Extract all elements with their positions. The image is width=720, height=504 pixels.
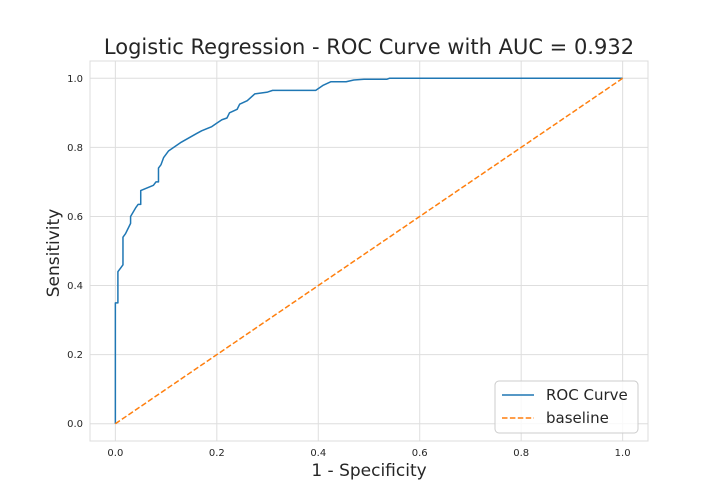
- legend: ROC Curve baseline: [494, 380, 639, 434]
- x-tick-label: 0.4: [310, 448, 326, 459]
- legend-label-roc-curve: ROC Curve: [546, 386, 628, 404]
- series-line-roc-curve: [114, 77, 623, 424]
- series-lines: [114, 77, 624, 425]
- x-axis-label: 1 - Specificity: [311, 461, 426, 481]
- y-tick-label: 1.0: [67, 74, 83, 85]
- x-tick-label: 1.0: [615, 448, 631, 459]
- y-axis-label: Sensitivity: [44, 209, 64, 298]
- y-tick-label: 0.6: [67, 212, 83, 223]
- y-tick-label: 0.8: [67, 143, 83, 154]
- x-tick-label: 0.0: [107, 448, 123, 459]
- tick-labels: 0.0 0.2 0.4 0.6 0.8 1.0 0.0 0.2 0.4 0.6 0.8 1.0: [67, 74, 630, 459]
- x-tick-label: 0.2: [209, 448, 225, 459]
- legend-box: [494, 380, 639, 434]
- y-tick-label: 0.2: [67, 350, 83, 361]
- chart-title: Logistic Regression - ROC Curve with AUC…: [104, 35, 634, 59]
- x-tick-label: 0.6: [412, 448, 428, 459]
- axes-spines: [89, 60, 649, 442]
- legend-label-baseline: baseline: [546, 409, 609, 427]
- y-tick-label: 0.4: [67, 281, 83, 292]
- x-tick-label: 0.8: [513, 448, 529, 459]
- y-tick-label: 0.0: [67, 419, 83, 430]
- axes-frame: [89, 60, 649, 442]
